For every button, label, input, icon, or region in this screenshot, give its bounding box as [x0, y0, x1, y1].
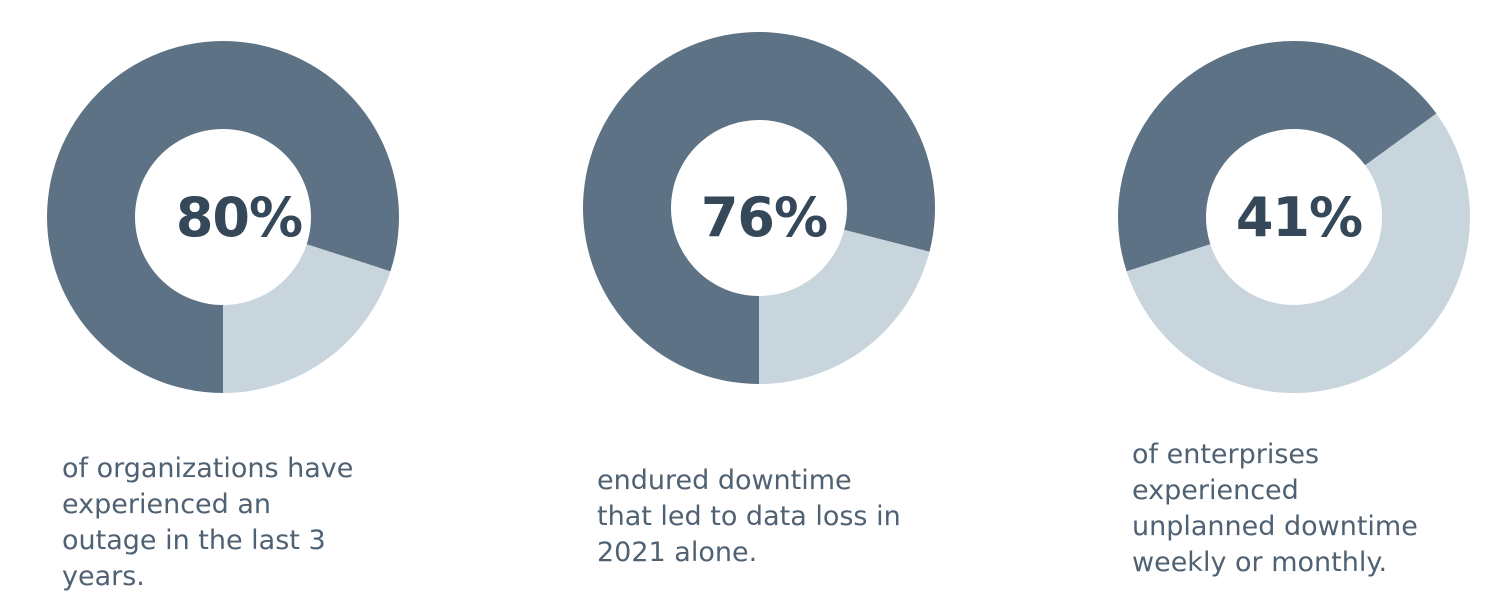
stat-caption: of enterprises experienced unplanned dow…	[1132, 439, 1418, 578]
stat-panel-unplanned-downtime: 41% of enterprises experienced unplanned…	[1083, 0, 1503, 615]
stat-caption: endured downtime that led to data loss i…	[597, 465, 901, 568]
stat-panel-data-loss: 76% endured downtime that led to data lo…	[548, 0, 968, 615]
donut-slice-primary	[1117, 40, 1437, 272]
donut-slice-primary	[582, 32, 935, 385]
donut-chart: 80%	[47, 40, 400, 393]
donut-chart: 76%	[582, 32, 935, 385]
donut-value-label: 41%	[1236, 186, 1362, 249]
donut-slice-secondary	[1126, 113, 1470, 393]
stat-panel-organizations-outage: 80% of organizations have experienced an…	[13, 0, 433, 615]
donut-value-label: 80%	[176, 186, 302, 249]
donut-value-label: 76%	[701, 186, 827, 249]
donut-slice-secondary	[759, 229, 930, 384]
donut-slice-secondary	[223, 244, 391, 393]
donut-chart: 41%	[1117, 40, 1470, 393]
donut-slice-primary	[47, 40, 400, 393]
stat-caption: of organizations have experienced an out…	[62, 453, 354, 592]
